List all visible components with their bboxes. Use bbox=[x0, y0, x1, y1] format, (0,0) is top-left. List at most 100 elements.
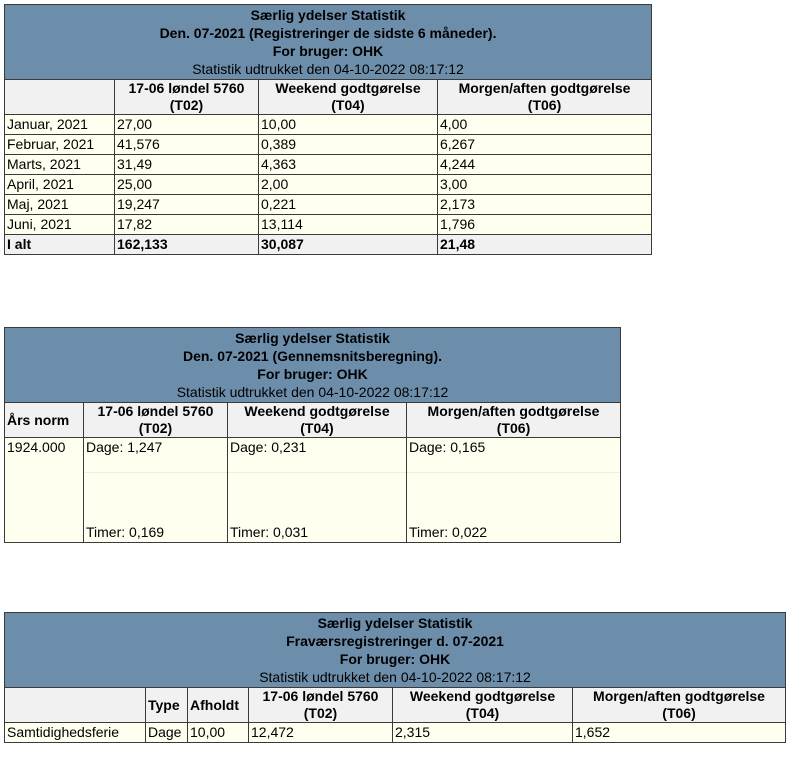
column-header: 17-06 løndel 5760 (T02) bbox=[83, 402, 228, 438]
column-name: Morgen/aften godtgørelse bbox=[593, 688, 765, 705]
column-name: Type bbox=[148, 696, 180, 713]
data-row: Februar, 2021 41,576 0,389 6,267 bbox=[4, 134, 653, 155]
data-cell: Januar, 2021 bbox=[4, 114, 115, 135]
timer-value: Timer: 0,031 bbox=[230, 524, 309, 540]
column-name: Afholdt bbox=[190, 696, 239, 713]
divider bbox=[84, 472, 227, 473]
data-row: Samtidighedsferie Dage 10,00 12,472 2,315 1,6… bbox=[4, 722, 787, 743]
data-cell: 4,244 bbox=[436, 154, 653, 175]
column-header-row: Type Afholdt 17-06 løndel 5760 (T02) Weekend… bbox=[4, 687, 787, 723]
title-cell: Særlig ydelser Statistik Den. 07-2021 (Re… bbox=[3, 4, 653, 80]
stats-table-block: Særlig ydelser Statistik Den. 07-2021 (Ge… bbox=[3, 327, 622, 543]
column-header: Weekend godtgørelse (T04) bbox=[227, 402, 407, 438]
column-code: (T06) bbox=[527, 97, 562, 113]
data-cell: 2,315 bbox=[392, 722, 573, 743]
column-name: Weekend godtgørelse bbox=[275, 80, 421, 97]
cell-stack: Dage: 1,247 Timer: 0,169 bbox=[84, 439, 227, 542]
data-cell: Maj, 2021 bbox=[4, 194, 115, 215]
column-header: 17-06 løndel 5760 (T02) bbox=[114, 79, 259, 115]
data-cell: 10,00 bbox=[258, 114, 438, 135]
data-row: Januar, 2021 27,00 10,00 4,00 bbox=[4, 114, 653, 135]
title-cell: Særlig ydelser Statistik Den. 07-2021 (Ge… bbox=[3, 327, 622, 403]
user-label: For bruger: OHK bbox=[257, 366, 368, 382]
data-cell: 4,363 bbox=[258, 154, 438, 175]
title-row: Særlig ydelser Statistik Den. 07-2021 (Re… bbox=[3, 4, 653, 80]
column-header: Afholdt bbox=[187, 687, 249, 723]
column-header: 17-06 løndel 5760 (T02) bbox=[248, 687, 393, 723]
dage-value: Dage: 0,165 bbox=[409, 439, 486, 455]
column-header: Weekend godtgørelse (T04) bbox=[392, 687, 573, 723]
total-row: I alt 162,133 30,087 21,48 bbox=[4, 234, 653, 255]
table-title: Særlig ydelser Statistik bbox=[235, 330, 390, 346]
data-cell: Dage bbox=[145, 722, 188, 743]
timer-value: Timer: 0,022 bbox=[409, 524, 488, 540]
total-cell: 30,087 bbox=[258, 234, 438, 255]
data-cell: 31,49 bbox=[114, 154, 259, 175]
column-code: (T04) bbox=[300, 420, 334, 436]
data-cell: 41,576 bbox=[114, 134, 259, 155]
title-row: Særlig ydelser Statistik Fraværsregistrer… bbox=[3, 612, 787, 688]
data-row: 1924.000 Dage: 1,247 Timer: 0,169 Dage: 0,2… bbox=[4, 437, 622, 543]
extract-date: Statistik udtrukket den 04-10-2022 08:17… bbox=[259, 669, 531, 685]
stats-table: Særlig ydelser Statistik Fraværsregistrer… bbox=[3, 612, 787, 743]
data-row: Maj, 2021 19,247 0,221 2,173 bbox=[4, 194, 653, 215]
data-cell: 3,00 bbox=[436, 174, 653, 195]
total-cell: 21,48 bbox=[436, 234, 653, 255]
column-header: Morgen/aften godtgørelse (T06) bbox=[405, 402, 622, 438]
timer-value: Timer: 0,169 bbox=[86, 524, 165, 540]
title-cell: Særlig ydelser Statistik Fraværsregistrer… bbox=[3, 612, 787, 688]
column-name: 17-06 løndel 5760 bbox=[262, 688, 379, 705]
user-label: For bruger: OHK bbox=[272, 43, 384, 59]
column-name: Weekend godtgørelse bbox=[409, 688, 556, 705]
data-cell: 0,389 bbox=[258, 134, 438, 155]
data-cell: 1,652 bbox=[571, 722, 787, 743]
data-cell: 1,796 bbox=[436, 214, 653, 235]
cell-stack: Dage: 0,165 Timer: 0,022 bbox=[407, 439, 620, 542]
column-code: (T04) bbox=[331, 97, 365, 113]
blank-header bbox=[4, 79, 115, 115]
column-header: Års norm bbox=[4, 402, 84, 438]
stats-table: Særlig ydelser Statistik Den. 07-2021 (Re… bbox=[3, 4, 653, 255]
data-cell: Februar, 2021 bbox=[4, 134, 115, 155]
column-code: (T06) bbox=[662, 705, 696, 721]
table-subtitle: Den. 07-2021 (Gennemsnitsberegning). bbox=[182, 348, 443, 364]
data-cell: Dage: 1,247 Timer: 0,169 bbox=[83, 437, 228, 543]
column-code: (T02) bbox=[169, 97, 204, 113]
extract-date: Statistik udtrukket den 04-10-2022 08:17… bbox=[192, 61, 464, 77]
data-cell: 17,82 bbox=[114, 214, 259, 235]
column-header-row: 17-06 løndel 5760 (T02) Weekend godtgørels… bbox=[4, 79, 653, 115]
column-code: (T02) bbox=[303, 705, 338, 721]
data-cell: 25,00 bbox=[114, 174, 259, 195]
stats-table: Særlig ydelser Statistik Den. 07-2021 (Ge… bbox=[3, 327, 622, 543]
stats-table-block: Særlig ydelser Statistik Fraværsregistrer… bbox=[3, 612, 787, 743]
dage-value: Dage: 1,247 bbox=[86, 439, 163, 455]
column-name: Morgen/aften godtgørelse bbox=[427, 403, 600, 420]
data-row: April, 2021 25,00 2,00 3,00 bbox=[4, 174, 653, 195]
cell-stack: Dage: 0,231 Timer: 0,031 bbox=[228, 439, 406, 542]
data-cell: 12,472 bbox=[248, 722, 393, 743]
data-cell: 19,247 bbox=[114, 194, 259, 215]
total-cell: 162,133 bbox=[114, 234, 259, 255]
total-cell: I alt bbox=[4, 234, 115, 255]
data-cell: April, 2021 bbox=[4, 174, 115, 195]
extract-date: Statistik udtrukket den 04-10-2022 08:17… bbox=[176, 384, 449, 400]
column-header-row: Års norm 17-06 løndel 5760 (T02) Weekend go… bbox=[4, 402, 622, 438]
user-label: For bruger: OHK bbox=[339, 651, 451, 667]
data-row: Juni, 2021 17,82 13,114 1,796 bbox=[4, 214, 653, 235]
data-cell: Marts, 2021 bbox=[4, 154, 115, 175]
column-header: Type bbox=[145, 687, 188, 723]
column-name: Weekend godtgørelse bbox=[244, 403, 390, 420]
column-name: 17-06 løndel 5760 bbox=[128, 80, 245, 97]
column-name: Morgen/aften godtgørelse bbox=[458, 80, 631, 97]
data-cell: Dage: 0,231 Timer: 0,031 bbox=[227, 437, 407, 543]
data-cell: 10,00 bbox=[187, 722, 249, 743]
data-cell: 6,267 bbox=[436, 134, 653, 155]
data-cell: Juni, 2021 bbox=[4, 214, 115, 235]
stats-table-block: Særlig ydelser Statistik Den. 07-2021 (Re… bbox=[3, 4, 653, 255]
blank-header bbox=[4, 687, 146, 723]
column-code: (T02) bbox=[138, 420, 173, 436]
data-cell: 13,114 bbox=[258, 214, 438, 235]
data-cell: Samtidighedsferie bbox=[4, 722, 146, 743]
column-name: 17-06 løndel 5760 bbox=[97, 403, 214, 420]
